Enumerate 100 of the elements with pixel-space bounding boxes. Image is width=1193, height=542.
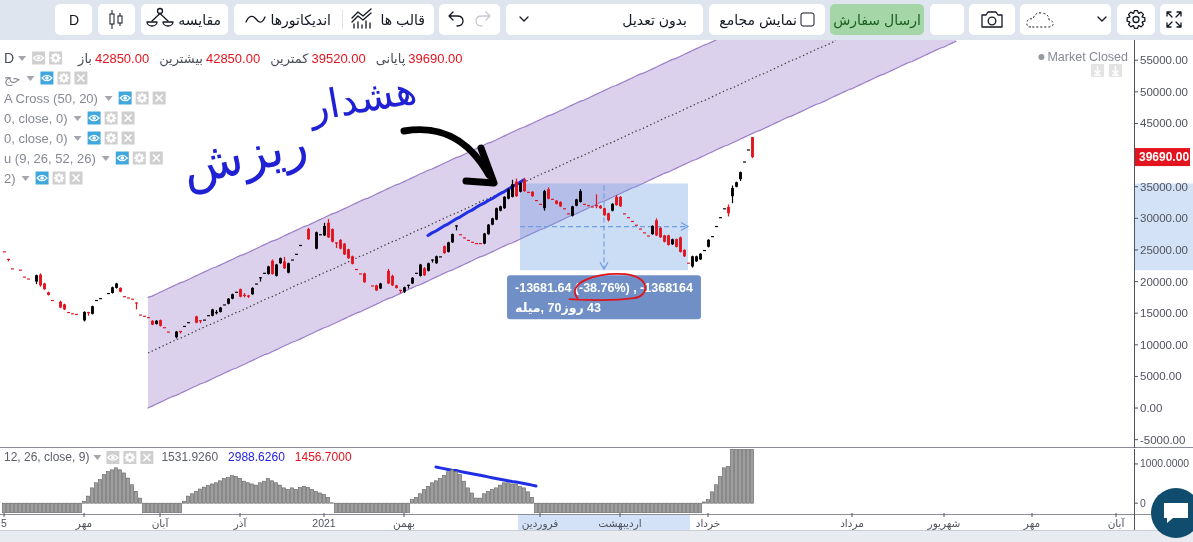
candlestick xyxy=(379,282,382,290)
candlestick xyxy=(387,268,390,285)
candlestick xyxy=(399,289,402,294)
text: D xyxy=(68,11,80,28)
candlestick xyxy=(735,181,738,188)
candlestick xyxy=(611,202,614,212)
candlestick xyxy=(347,248,350,260)
candlestick xyxy=(267,265,270,276)
text: بدون تعدیل xyxy=(622,11,687,29)
candlestick xyxy=(259,276,262,283)
candlestick xyxy=(251,286,254,296)
bar xyxy=(458,474,462,504)
candlestick xyxy=(511,179,514,199)
text: مقایسه xyxy=(178,11,221,28)
candlestick xyxy=(651,224,654,236)
y-tick-label: 30000.00 xyxy=(1140,212,1188,225)
candlestick xyxy=(199,319,202,324)
bar xyxy=(2,502,6,513)
candlestick xyxy=(579,188,582,204)
candlestick xyxy=(307,227,310,241)
bar xyxy=(422,489,426,504)
bar xyxy=(310,489,314,504)
x-tick-label: آبان xyxy=(151,517,170,529)
candlestick xyxy=(35,274,38,285)
bar xyxy=(498,484,502,504)
bar xyxy=(334,502,338,513)
candlestick xyxy=(363,272,366,284)
candlestick xyxy=(515,177,518,198)
text: نمایش مجامع xyxy=(719,11,797,29)
y-tick-label: 1000.0000 xyxy=(1140,458,1190,470)
annotation: 2988.6260 xyxy=(228,450,286,464)
candlestick xyxy=(239,287,242,298)
bar xyxy=(186,495,190,504)
annotation: 39690.00 xyxy=(408,50,463,66)
candlestick xyxy=(695,255,698,263)
candlestick xyxy=(555,199,558,206)
line-series xyxy=(434,465,538,488)
annotation: 39520.00 xyxy=(311,50,366,66)
y-tick-label: 10000.00 xyxy=(1140,338,1188,351)
candlestick xyxy=(435,255,438,265)
text: قالب ها xyxy=(380,11,425,28)
annotation: کمترین xyxy=(270,50,310,67)
bar xyxy=(414,496,418,504)
candlestick xyxy=(227,297,230,305)
bar xyxy=(526,491,530,504)
candlestick xyxy=(547,186,550,200)
annotation: پایانی xyxy=(375,50,406,66)
bar xyxy=(722,467,726,504)
candlestick xyxy=(431,258,434,264)
candlestick xyxy=(111,286,114,295)
candlestick xyxy=(219,306,222,314)
x-tick-label: 2021 xyxy=(312,517,336,529)
bar xyxy=(318,492,322,504)
candlestick xyxy=(451,232,454,244)
candlestick xyxy=(243,292,246,298)
candlestick xyxy=(271,258,274,276)
candlestick xyxy=(407,284,410,290)
bar xyxy=(490,489,494,504)
candlestick xyxy=(751,136,754,159)
candlestick xyxy=(443,244,446,255)
annotation: 1531.9260 xyxy=(161,450,219,464)
candlestick xyxy=(375,284,378,292)
candlestick xyxy=(675,237,678,249)
candlestick xyxy=(707,238,710,249)
y-tick-label: 35000.00 xyxy=(1140,180,1188,193)
x-tick-label: 5 xyxy=(1,517,8,529)
x-tick-label: خرداد xyxy=(695,517,721,530)
annotation: 42850.00 xyxy=(205,50,261,66)
candlestick xyxy=(343,242,346,256)
candlestick xyxy=(39,272,42,288)
x-tick-label: شهریور xyxy=(926,517,961,530)
candlestick xyxy=(487,223,490,236)
candlestick xyxy=(63,303,66,311)
bar xyxy=(94,482,98,504)
candlestick xyxy=(315,231,318,250)
candlestick xyxy=(519,181,522,194)
bar xyxy=(278,484,282,504)
candlestick xyxy=(559,200,562,208)
candlestick xyxy=(395,284,398,290)
annotation: u (9, 26, 52, 26) xyxy=(4,150,96,166)
x-tick-label: بهمن xyxy=(393,517,415,530)
candlestick xyxy=(87,311,90,317)
x-tick-label: اردیبهشت xyxy=(598,517,642,530)
bar xyxy=(194,491,198,504)
bar xyxy=(326,496,330,504)
candlestick xyxy=(727,203,730,218)
bar xyxy=(522,487,526,504)
candlestick xyxy=(279,256,282,265)
candlestick xyxy=(483,232,486,245)
bar xyxy=(478,497,482,504)
candlestick xyxy=(731,184,734,204)
candlestick xyxy=(411,276,414,285)
bar xyxy=(322,494,326,504)
candlestick xyxy=(615,194,618,207)
candlestick xyxy=(531,190,534,198)
text: ارسال سفارش xyxy=(833,11,921,29)
annotation: 43 روز70 ,میله xyxy=(515,301,602,316)
candlestick xyxy=(247,294,250,299)
candlestick xyxy=(523,177,526,193)
line-series xyxy=(426,178,526,237)
